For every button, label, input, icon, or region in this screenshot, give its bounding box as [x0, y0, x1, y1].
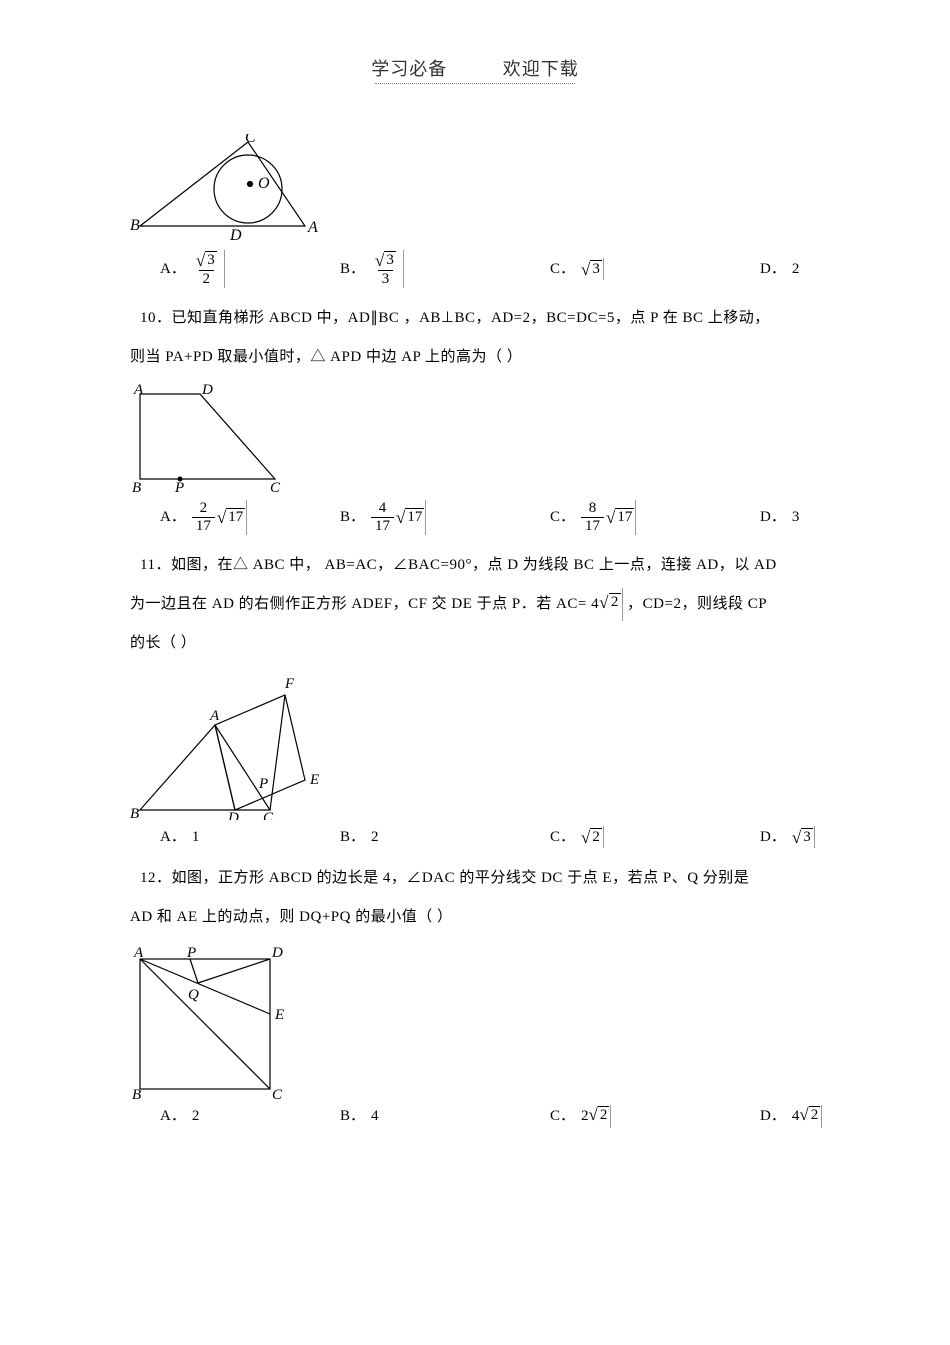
header-left: 学习必备: [371, 55, 447, 81]
q9-opt-a: A． √3 2: [130, 250, 340, 288]
q12-line1: 12．如图，正方形 ABCD 的边长是 4，∠DAC 的平分线交 DC 于点 E…: [130, 862, 820, 895]
svg-text:F: F: [284, 676, 295, 692]
q10-opt-d: D． 3: [760, 506, 820, 529]
q12-opt-b: B． 4: [340, 1105, 550, 1128]
page-content: B C A D O A． √3 2 B． √3 3: [0, 84, 950, 1128]
q11-opt-d: D． √3: [760, 826, 820, 849]
q11-opt-b: B． 2: [340, 826, 550, 849]
q12-opt-a: A． 2: [130, 1105, 340, 1128]
svg-text:A: A: [133, 945, 144, 961]
q11-opt-c: C． √2: [550, 826, 760, 849]
q10-line1: 10．已知直角梯形 ABCD 中，AD∥BC ，AB⊥BC，AD=2，BC=DC…: [130, 302, 820, 335]
svg-text:D: D: [271, 945, 283, 961]
q12-line2: AD 和 AE 上的动点，则 DQ+PQ 的最小值（ ）: [130, 901, 820, 934]
q10-opt-a: A． 2 17 √17: [130, 500, 340, 535]
q10-options: A． 2 17 √17 B． 4 17 √17 C．: [130, 500, 820, 535]
svg-text:C: C: [270, 480, 281, 494]
svg-text:A: A: [133, 384, 144, 398]
svg-text:C: C: [272, 1087, 283, 1099]
svg-text:Q: Q: [188, 987, 199, 1003]
q9-svg: B C A D O: [130, 134, 320, 244]
svg-text:C: C: [263, 810, 274, 820]
svg-text:D: D: [201, 384, 213, 398]
svg-text:D: D: [227, 810, 239, 820]
svg-text:D: D: [229, 227, 242, 244]
q11-svg: A B C D E F P: [130, 670, 330, 820]
q11-opt-a: A． 1: [130, 826, 340, 849]
q9-figure: B C A D O: [130, 134, 820, 244]
q12-options: A． 2 B． 4 C． 2 √2 D． 4 √2: [130, 1105, 820, 1128]
q11-line3: 的长（ ）: [130, 627, 820, 660]
page-header: 学习必备 欢迎下载: [0, 55, 950, 84]
q11-line1: 11．如图，在△ ABC 中， AB=AC，∠BAC=90°，点 D 为线段 B…: [130, 549, 820, 582]
q12-opt-c: C． 2 √2: [550, 1105, 760, 1128]
svg-text:B: B: [130, 217, 140, 234]
svg-text:A: A: [307, 219, 318, 236]
svg-text:P: P: [186, 945, 196, 961]
q11-figure: A B C D E F P: [130, 670, 820, 820]
svg-text:A: A: [209, 708, 220, 724]
q12-opt-d: D． 4 √2: [760, 1105, 822, 1128]
svg-text:P: P: [258, 776, 268, 792]
q9-opt-b: B． √3 3: [340, 250, 550, 288]
svg-text:O: O: [258, 175, 270, 192]
q9-opt-d: D． 2: [760, 258, 820, 281]
svg-text:E: E: [274, 1007, 284, 1023]
q10-line2: 则当 PA+PD 取最小值时，△ APD 中边 AP 上的高为（ ）: [130, 341, 820, 374]
q10-svg: A D B P C: [130, 384, 290, 494]
svg-text:C: C: [245, 134, 256, 146]
q9-opt-c: C． √3: [550, 258, 760, 281]
svg-text:B: B: [132, 1087, 141, 1099]
q10-figure: A D B P C: [130, 384, 820, 494]
q10-opt-c: C． 8 17 √17: [550, 500, 760, 535]
svg-text:P: P: [174, 480, 184, 494]
header-right: 欢迎下载: [503, 55, 579, 81]
q10-opt-b: B． 4 17 √17: [340, 500, 550, 535]
svg-text:E: E: [309, 772, 319, 788]
q12-figure: A P D Q E B C: [130, 944, 820, 1099]
q9-options: A． √3 2 B． √3 3 C． √3 D． 2: [130, 250, 820, 288]
q11-line2: 为一边且在 AD 的右侧作正方形 ADEF，CF 交 DE 于点 P．若 AC=…: [130, 588, 820, 621]
svg-text:B: B: [132, 480, 141, 494]
svg-text:B: B: [130, 806, 139, 820]
q12-svg: A P D Q E B C: [130, 944, 290, 1099]
q11-options: A． 1 B． 2 C． √2 D． √3: [130, 826, 820, 849]
